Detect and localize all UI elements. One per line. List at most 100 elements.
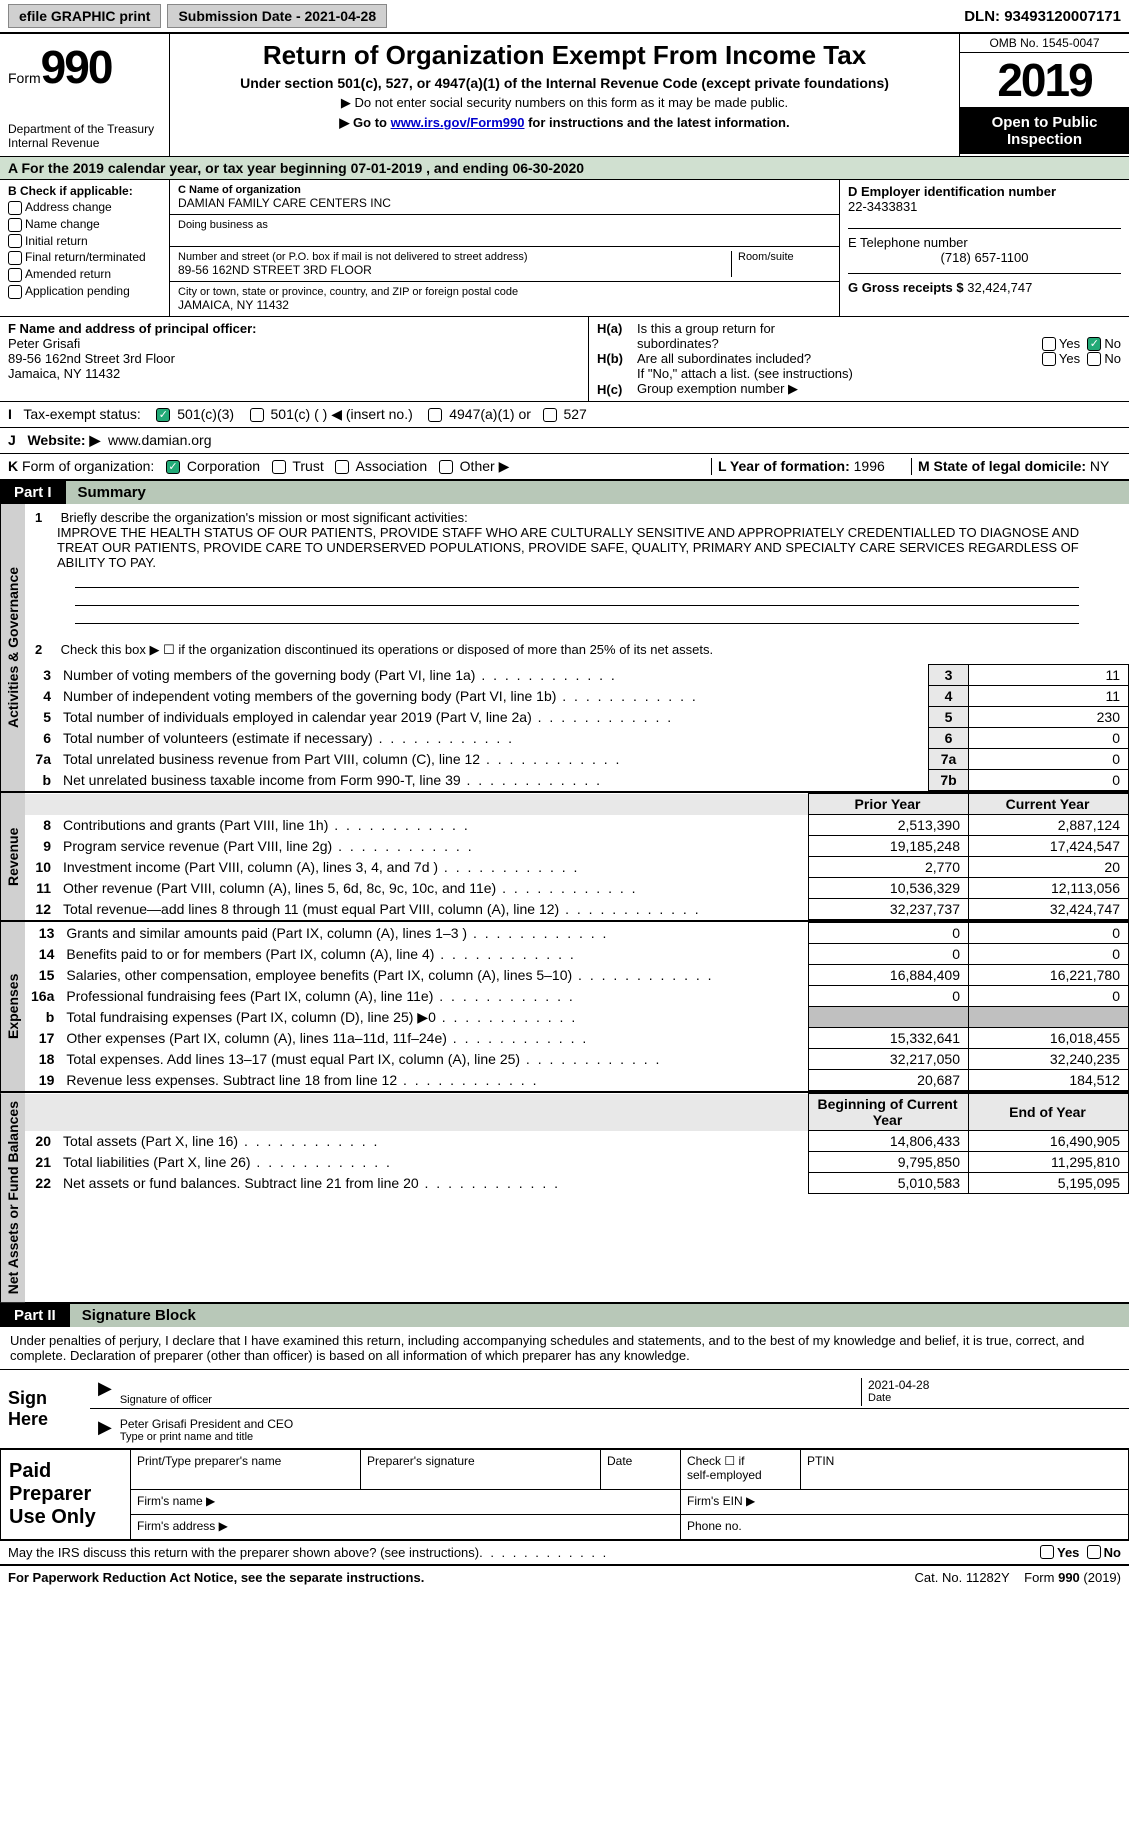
line-1-label: Briefly describe the organization's miss… [61, 510, 468, 525]
instructions-link[interactable]: www.irs.gov/Form990 [391, 115, 525, 130]
part-2-tab: Part II [0, 1304, 70, 1327]
ha-prefix: H(a) [597, 321, 637, 336]
current-year-value: 17,424,547 [969, 836, 1129, 857]
efile-button[interactable]: efile GRAPHIC print [8, 4, 161, 28]
firm-address-label: Firm's address ▶ [131, 1515, 681, 1540]
chk-application-pending[interactable] [8, 285, 22, 299]
period-text: For the 2019 calendar year, or tax year … [21, 160, 584, 176]
line-desc: Total revenue—add lines 8 through 11 (mu… [57, 899, 809, 920]
preparer-date-label: Date [601, 1450, 681, 1490]
line-desc: Net assets or fund balances. Subtract li… [57, 1173, 809, 1194]
current-year-header: Current Year [969, 794, 1129, 815]
note-goto-pre: Go to [353, 115, 391, 130]
line-desc: Total number of volunteers (estimate if … [57, 728, 929, 749]
line-desc: Other revenue (Part VIII, column (A), li… [57, 878, 809, 899]
chk-discuss-yes[interactable] [1040, 1545, 1054, 1559]
form-title: Return of Organization Exempt From Incom… [178, 40, 951, 71]
vtab-expenses: Expenses [0, 922, 25, 1091]
chk-initial-return[interactable] [8, 234, 22, 248]
mission-blank-line [75, 572, 1079, 588]
line-value: 230 [969, 707, 1129, 728]
form-footer-label: Form 990 (2019) [1024, 1570, 1121, 1585]
chk-hb-yes[interactable] [1042, 352, 1056, 366]
line-num: 9 [25, 836, 57, 857]
prior-year-value: 14,806,433 [809, 1131, 969, 1152]
paid-preparer-label: Paid Preparer Use Only [1, 1450, 131, 1540]
current-year-value: 5,195,095 [969, 1173, 1129, 1194]
sign-here-label: Sign Here [0, 1370, 90, 1448]
opt-trust: Trust [292, 458, 323, 474]
preparer-block: Paid Preparer Use Only Print/Type prepar… [0, 1449, 1129, 1540]
hc-label: Group exemption number ▶ [637, 381, 798, 397]
line-key: 7b [929, 770, 969, 791]
mission-blank-line [75, 608, 1079, 624]
line-num: 11 [25, 878, 57, 899]
line-num: 8 [25, 815, 57, 836]
form-header: Form990 Department of the Treasury Inter… [0, 34, 1129, 157]
eoy-header: End of Year [969, 1094, 1129, 1131]
sig-date-value: 2021-04-28 [868, 1378, 1121, 1392]
chk-501c3[interactable] [156, 408, 170, 422]
chk-501c[interactable] [250, 408, 264, 422]
paperwork-notice: For Paperwork Reduction Act Notice, see … [8, 1570, 424, 1585]
chk-ha-yes[interactable] [1042, 337, 1056, 351]
current-year-value: 11,295,810 [969, 1152, 1129, 1173]
prior-year-value: 0 [809, 944, 969, 965]
hb-prefix: H(b) [597, 351, 637, 366]
line-key: 4 [929, 686, 969, 707]
line-desc: Number of independent voting members of … [57, 686, 929, 707]
expenses-section: Expenses 13 Grants and similar amounts p… [0, 922, 1129, 1093]
boy-header: Beginning of Current Year [809, 1094, 969, 1131]
current-year-value: 20 [969, 857, 1129, 878]
chk-address-change[interactable] [8, 201, 22, 215]
line-num: 18 [25, 1049, 60, 1070]
chk-corporation[interactable] [166, 460, 180, 474]
chk-527[interactable] [543, 408, 557, 422]
chk-4947[interactable] [428, 408, 442, 422]
tax-year: 2019 [960, 53, 1129, 108]
year-formation-value: 1996 [854, 458, 885, 474]
submission-date-button[interactable]: Submission Date - 2021-04-28 [167, 4, 387, 28]
line-desc: Total unrelated business revenue from Pa… [57, 749, 929, 770]
line-num: 16a [25, 986, 60, 1007]
ha-label2: subordinates? [637, 336, 1042, 351]
chk-other[interactable] [439, 460, 453, 474]
gross-receipts-value: 32,424,747 [967, 280, 1032, 295]
entity-info-section: B Check if applicable: Address change Na… [0, 180, 1129, 317]
chk-association[interactable] [335, 460, 349, 474]
prior-year-value: 0 [809, 923, 969, 944]
phone-label: E Telephone number [848, 235, 1121, 250]
chk-amended-return[interactable] [8, 268, 22, 282]
firm-name-label: Firm's name ▶ [131, 1490, 681, 1515]
opt-final-return: Final return/terminated [25, 250, 146, 264]
line-num: 20 [25, 1131, 57, 1152]
chk-final-return[interactable] [8, 251, 22, 265]
line-value: 11 [969, 686, 1129, 707]
chk-name-change[interactable] [8, 218, 22, 232]
chk-trust[interactable] [272, 460, 286, 474]
chk-discuss-no[interactable] [1087, 1545, 1101, 1559]
org-name: DAMIAN FAMILY CARE CENTERS INC [178, 196, 831, 210]
current-year-value: 0 [969, 986, 1129, 1007]
chk-ha-no[interactable] [1087, 337, 1101, 351]
line-1-num: 1 [35, 510, 57, 525]
opt-initial-return: Initial return [25, 234, 88, 248]
line-desc: Benefits paid to or for members (Part IX… [60, 944, 808, 965]
chk-hb-no[interactable] [1087, 352, 1101, 366]
hb-label: Are all subordinates included? [637, 351, 1042, 366]
officer-addr1: 89-56 162nd Street 3rd Floor [8, 351, 580, 366]
opt-other: Other ▶ [460, 458, 510, 474]
line-num: 21 [25, 1152, 57, 1173]
revenue-section: Revenue Prior Year Current Year 8 Contri… [0, 793, 1129, 922]
preparer-name-label: Print/Type preparer's name [131, 1450, 361, 1490]
line-desc: Number of voting members of the governin… [57, 665, 929, 686]
line-num: 5 [25, 707, 57, 728]
vtab-net-assets: Net Assets or Fund Balances [0, 1093, 25, 1302]
opt-amended-return: Amended return [25, 267, 111, 281]
row-i-prefix: I [8, 406, 12, 422]
line-num: b [25, 1007, 60, 1028]
line-2-label: Check this box ▶ ☐ if the organization d… [61, 642, 714, 657]
line-num: b [25, 770, 57, 791]
line-num: 10 [25, 857, 57, 878]
footer-row: For Paperwork Reduction Act Notice, see … [0, 1564, 1129, 1589]
